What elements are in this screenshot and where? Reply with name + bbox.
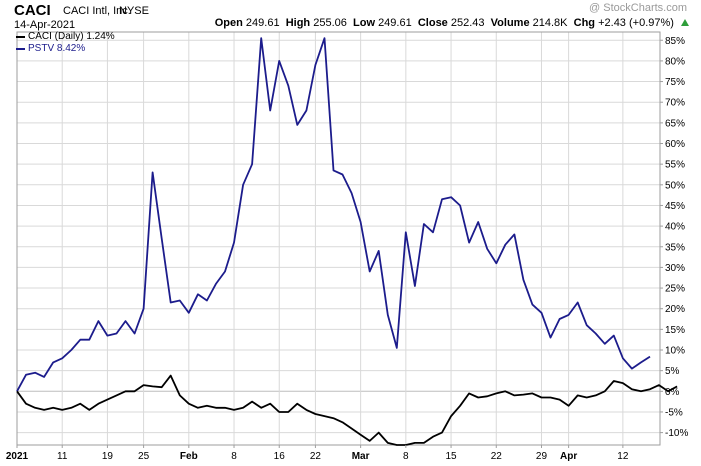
- y-tick-label: 10%: [665, 346, 685, 357]
- y-tick-label: 35%: [665, 242, 685, 253]
- y-tick-label: 85%: [665, 36, 685, 47]
- legend-swatch-caci: [16, 36, 25, 38]
- legend-item-pstv: PSTV 8.42%: [16, 43, 115, 55]
- x-tick-label: 15: [445, 451, 457, 462]
- legend-label-caci: CACI (Daily) 1.24%: [28, 31, 115, 42]
- x-tick-label: 11: [57, 451, 68, 462]
- y-tick-label: 5%: [665, 366, 680, 377]
- series-layer: [16, 37, 678, 446]
- open-value: 249.61: [245, 17, 280, 29]
- y-tick-label: 30%: [665, 263, 685, 274]
- y-tick-label: 45%: [665, 201, 685, 212]
- y-axis-ticks: -10% -5% 0% 5% 10% 15% 20% 25% 30% 35% 40% 45% 50% 55…: [660, 36, 688, 439]
- quote-date: 14-Apr-2021: [14, 19, 76, 31]
- close-value: 252.43: [450, 17, 485, 29]
- legend-label-pstv: PSTV 8.42%: [28, 43, 86, 54]
- chg-value: +2.43 (+0.97%): [598, 17, 674, 29]
- y-tick-label: 0%: [665, 387, 680, 398]
- x-tick-label: 2021: [6, 451, 29, 462]
- grid-layer: [16, 32, 660, 445]
- x-tick-label: Feb: [180, 451, 198, 462]
- y-tick-label: -5%: [665, 407, 683, 418]
- x-axis-ticks: 2021 11 19 25 Feb 8 16 22 Mar 8 15 22 29 Apr 12: [6, 445, 629, 462]
- y-tick-label: 60%: [665, 139, 685, 150]
- x-tick-label: 22: [491, 451, 503, 462]
- x-tick-label: 19: [102, 451, 114, 462]
- exchange-name: NYSE: [119, 5, 149, 17]
- plot-frame: [16, 31, 661, 446]
- y-tick-label: 80%: [665, 56, 685, 67]
- x-tick-label: 8: [403, 451, 409, 462]
- y-tick-label: 75%: [665, 77, 685, 88]
- chart-header: CACI CACI Intl, Inc. NYSE 14-Apr-2021 @ …: [14, 0, 689, 32]
- x-tick-label: 25: [138, 451, 150, 462]
- volume-label: Volume: [490, 17, 530, 29]
- ticker-symbol: CACI: [14, 2, 51, 19]
- open-label: Open: [214, 17, 243, 29]
- x-tick-label: 29: [536, 451, 548, 462]
- quote-summary: Open 249.61 High 255.06 Low 249.61 Close…: [215, 17, 689, 29]
- y-tick-label: 65%: [665, 118, 685, 129]
- close-label: Close: [417, 17, 448, 29]
- caci-series-line: [16, 374, 678, 446]
- pstv-series-line: [16, 37, 651, 392]
- up-arrow-icon: [681, 19, 689, 26]
- legend-item-caci: CACI (Daily) 1.24%: [16, 31, 115, 43]
- x-tick-label: Apr: [560, 451, 577, 462]
- legend-swatch-pstv: [16, 48, 25, 50]
- y-tick-label: 40%: [665, 222, 685, 233]
- y-tick-label: 55%: [665, 160, 685, 171]
- x-tick-label: Mar: [352, 451, 370, 462]
- low-label: Low: [353, 17, 375, 29]
- y-tick-label: -10%: [665, 428, 688, 439]
- x-tick-label: 12: [617, 451, 629, 462]
- y-tick-label: 20%: [665, 304, 685, 315]
- x-tick-label: 16: [274, 451, 286, 462]
- y-tick-label: 15%: [665, 325, 685, 336]
- low-value: 249.61: [378, 17, 412, 29]
- high-label: High: [285, 17, 311, 29]
- chg-label: Chg: [573, 17, 596, 29]
- stockcharts-credit: @ StockCharts.com: [589, 2, 687, 14]
- x-tick-label: 22: [310, 451, 322, 462]
- volume-value: 214.8K: [532, 17, 568, 29]
- chart-legend: CACI (Daily) 1.24% PSTV 8.42%: [16, 31, 115, 55]
- y-tick-label: 25%: [665, 284, 685, 295]
- y-tick-label: 70%: [665, 98, 685, 109]
- high-value: 255.06: [313, 17, 347, 29]
- y-tick-label: 50%: [665, 180, 685, 191]
- company-name: CACI Intl, Inc.: [63, 5, 131, 17]
- x-tick-label: 8: [231, 451, 237, 462]
